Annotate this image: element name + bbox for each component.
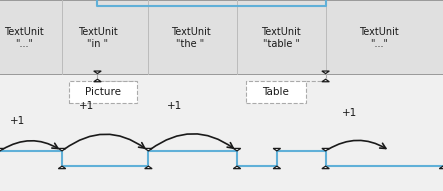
Polygon shape: [58, 166, 66, 169]
Polygon shape: [0, 148, 4, 151]
Text: TextUnit
"table ": TextUnit "table ": [261, 27, 301, 49]
Text: +1: +1: [79, 101, 94, 111]
Polygon shape: [273, 166, 280, 169]
Polygon shape: [145, 148, 152, 151]
Polygon shape: [439, 166, 443, 169]
Polygon shape: [94, 71, 101, 74]
Text: TextUnit
"...": TextUnit "...": [359, 27, 399, 49]
Text: TextUnit
"...": TextUnit "...": [4, 27, 44, 49]
Polygon shape: [322, 71, 329, 74]
Text: +1: +1: [167, 101, 183, 111]
Polygon shape: [233, 166, 241, 169]
Polygon shape: [322, 166, 329, 169]
Polygon shape: [94, 79, 101, 82]
Bar: [0, 0, 443, 74]
Text: +1: +1: [342, 108, 358, 118]
Polygon shape: [233, 148, 241, 151]
Text: Table: Table: [262, 87, 289, 97]
Text: TextUnit
"in ": TextUnit "in ": [78, 27, 117, 49]
Polygon shape: [145, 166, 152, 169]
Polygon shape: [58, 148, 66, 151]
FancyBboxPatch shape: [69, 81, 137, 103]
Polygon shape: [322, 79, 329, 82]
FancyBboxPatch shape: [246, 81, 306, 103]
Text: TextUnit
"the ": TextUnit "the ": [171, 27, 210, 49]
Polygon shape: [273, 148, 280, 151]
Text: Picture: Picture: [85, 87, 121, 97]
Text: +1: +1: [10, 116, 25, 126]
Polygon shape: [322, 148, 329, 151]
